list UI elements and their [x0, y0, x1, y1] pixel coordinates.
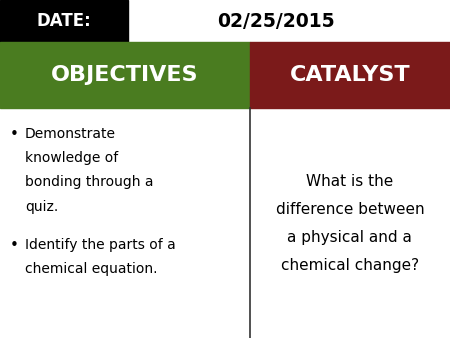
Text: OBJECTIVES: OBJECTIVES [51, 65, 198, 85]
Bar [0, 42, 250, 108]
Text: a physical and a: a physical and a [288, 231, 412, 245]
Text: chemical equation.: chemical equation. [25, 262, 157, 276]
Text: bonding through a: bonding through a [25, 175, 153, 189]
Bar [0, 0, 128, 42]
Text: chemical change?: chemical change? [281, 259, 419, 273]
Text: What is the: What is the [306, 174, 393, 189]
Text: •: • [10, 127, 19, 142]
Bar [250, 42, 450, 108]
Text: 02/25/2015: 02/25/2015 [217, 11, 335, 31]
Text: quiz.: quiz. [25, 200, 58, 214]
Text: •: • [10, 238, 19, 252]
Bar [250, 108, 450, 338]
Text: DATE:: DATE: [37, 12, 91, 30]
Text: Identify the parts of a: Identify the parts of a [25, 238, 176, 251]
Text: Demonstrate: Demonstrate [25, 127, 116, 141]
Bar [0, 108, 250, 338]
Text: knowledge of: knowledge of [25, 151, 118, 165]
Bar [0, 0, 450, 42]
Text: difference between: difference between [275, 202, 424, 217]
Text: CATALYST: CATALYST [289, 65, 410, 85]
